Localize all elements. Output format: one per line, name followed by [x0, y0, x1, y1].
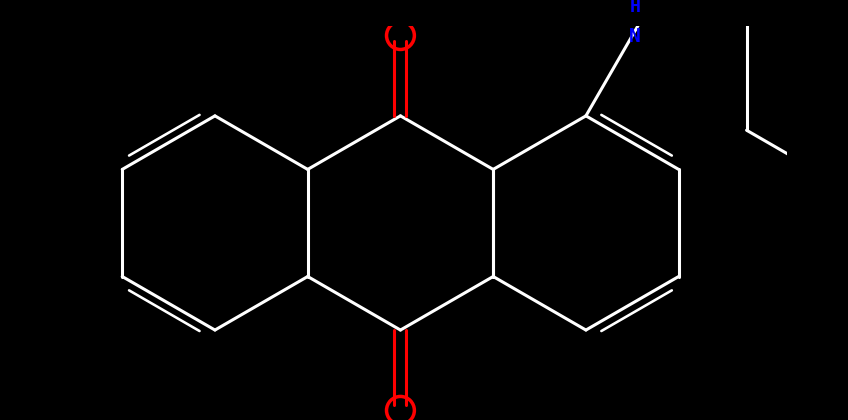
Text: H: H	[630, 0, 640, 16]
Text: N: N	[629, 27, 641, 46]
